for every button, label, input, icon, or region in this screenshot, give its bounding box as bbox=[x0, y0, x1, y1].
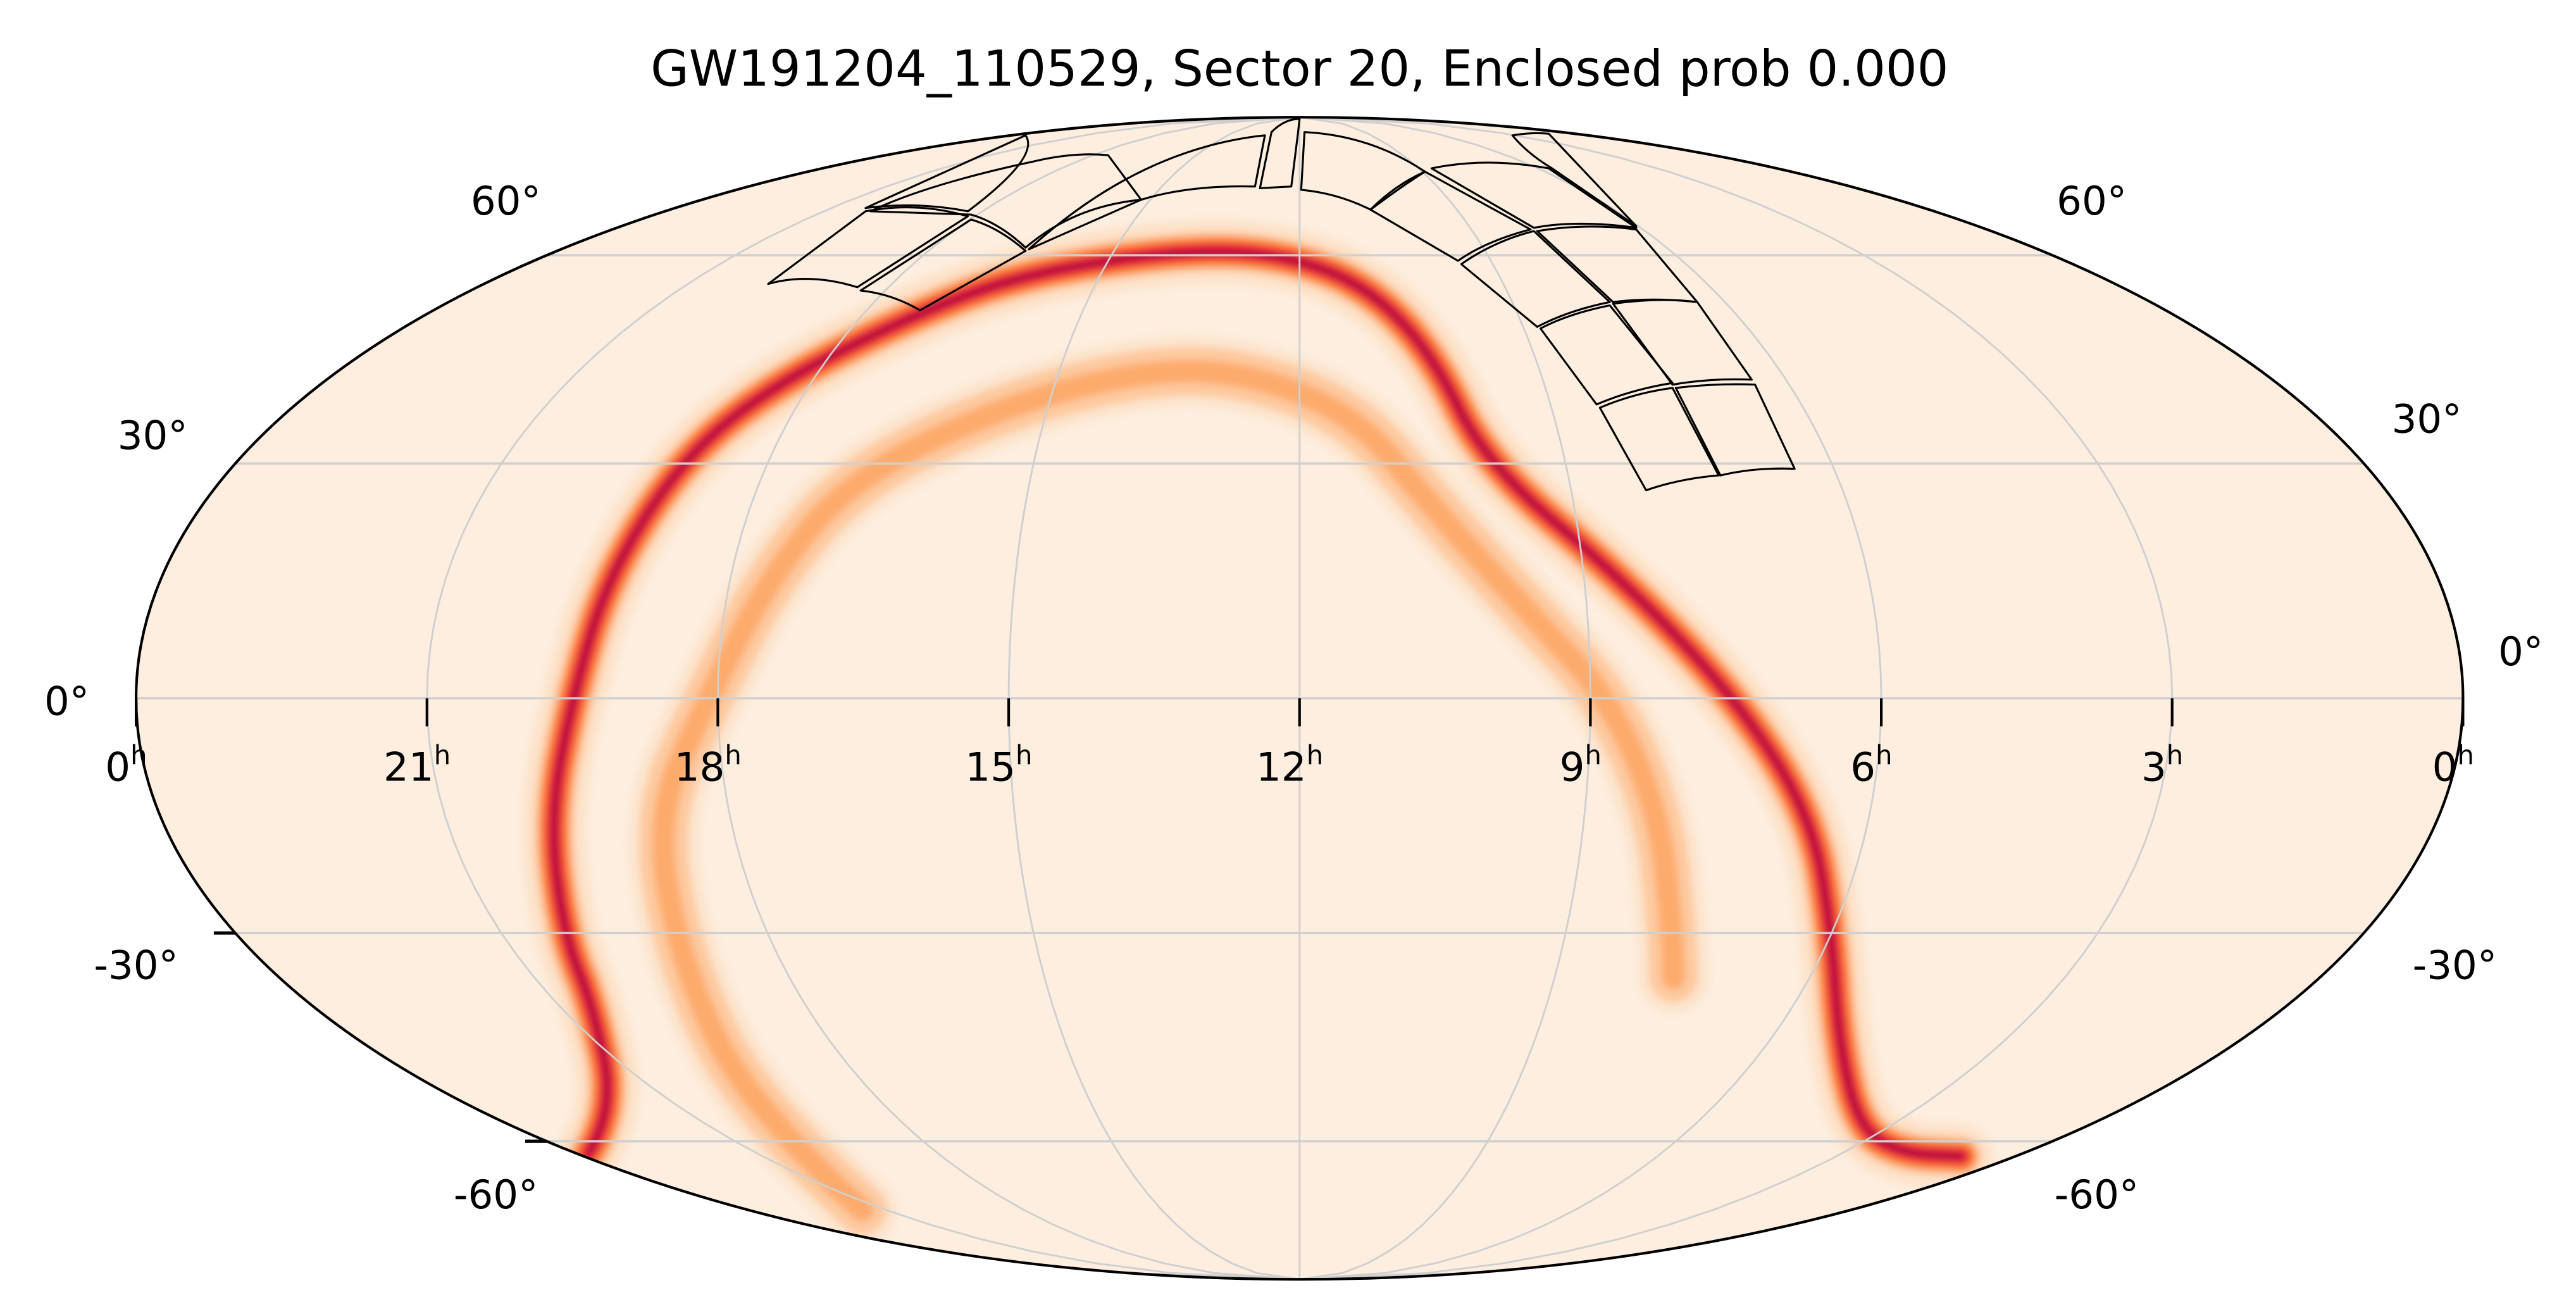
ra-unit: h bbox=[1584, 740, 1601, 771]
probability-heatmap bbox=[521, 218, 1995, 1246]
dec-label: -30° bbox=[94, 942, 178, 989]
density-contour bbox=[551, 249, 1964, 1159]
dec-label: -30° bbox=[2413, 942, 2498, 989]
primary-arc-band bbox=[521, 218, 1995, 1190]
dec-label: 30° bbox=[2392, 396, 2462, 442]
ra-unit: h bbox=[130, 740, 147, 771]
tess-sector-footprint bbox=[767, 118, 1796, 492]
dec-label: -60° bbox=[454, 1172, 538, 1218]
ra-tick-label: 21h bbox=[383, 740, 451, 791]
footprint-tile bbox=[1369, 170, 1532, 262]
dec-label: 30° bbox=[118, 412, 188, 458]
ra-unit: h bbox=[725, 740, 741, 771]
ra-unit: h bbox=[2457, 740, 2473, 771]
footprint-tile bbox=[1612, 299, 1753, 386]
ra-unit: h bbox=[1876, 740, 1892, 771]
dec-labels-right: 60° 30° 0° -30° -60° bbox=[2055, 178, 2544, 1218]
ra-unit: h bbox=[1016, 740, 1032, 771]
footprint-tile bbox=[1460, 230, 1611, 328]
chart-title: GW191204_110529, Sector 20, Enclosed pro… bbox=[650, 41, 1948, 98]
footprint-tile bbox=[1259, 118, 1301, 189]
ra-tick-label: 0h bbox=[2432, 740, 2474, 791]
ra-unit: h bbox=[1307, 740, 1323, 771]
footprint-tile bbox=[1300, 131, 1426, 211]
dec-label: -60° bbox=[2055, 1172, 2139, 1218]
ra-labels: 0h 21h 18h 15h 12h 9h 6h 3h 0h bbox=[105, 740, 2474, 791]
footprint-tile bbox=[864, 134, 1030, 213]
ra-tick-label: 9h bbox=[1560, 740, 1602, 791]
dec-label: 0° bbox=[2498, 629, 2543, 675]
footprint-tile bbox=[1511, 132, 1638, 227]
footprint-tile bbox=[1598, 387, 1720, 492]
footprint-tile bbox=[859, 218, 1027, 311]
dec-labels-left: 60° 30° 0° -30° -60° bbox=[44, 178, 541, 1218]
dec-label: 0° bbox=[44, 678, 89, 724]
density-contour bbox=[652, 360, 1685, 1222]
footprint-tile bbox=[1536, 225, 1698, 303]
dec-label: 60° bbox=[2056, 178, 2127, 224]
footprint-tile bbox=[1430, 161, 1638, 229]
footprint-tile bbox=[1674, 383, 1796, 477]
ra-unit: h bbox=[434, 740, 451, 771]
dec-label: 60° bbox=[471, 178, 541, 224]
footprint-tile bbox=[1028, 134, 1266, 251]
secondary-arc-band bbox=[627, 335, 1710, 1246]
axis-ticks bbox=[135, 698, 2465, 1143]
footprint-tile bbox=[767, 206, 969, 289]
footprint-tile bbox=[869, 153, 1142, 249]
ra-tick-label: 0h bbox=[105, 740, 147, 791]
ra-unit: h bbox=[2167, 740, 2183, 771]
